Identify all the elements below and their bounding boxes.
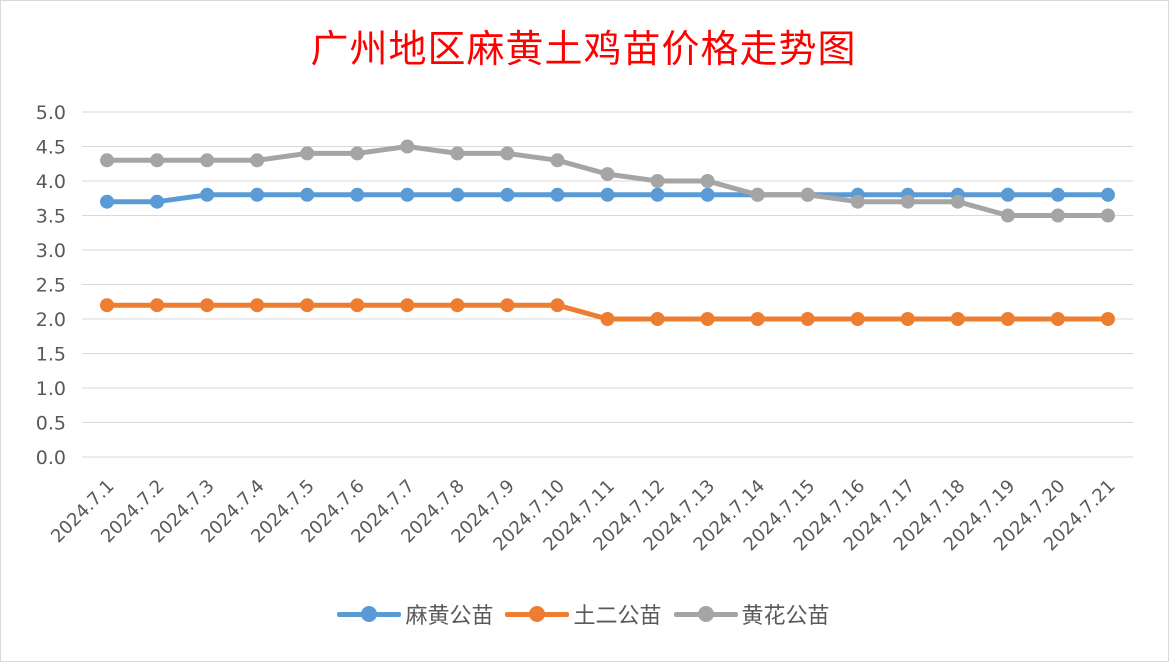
data-point (850, 312, 865, 326)
data-point (550, 298, 565, 313)
data-point (350, 298, 365, 313)
y-tick-label: 1.5 (36, 344, 66, 366)
legend-entry: 黄花公苗 (673, 598, 830, 630)
data-point (700, 312, 715, 326)
data-point (1100, 312, 1115, 326)
data-point (600, 167, 615, 182)
data-point (550, 153, 565, 168)
data-point (750, 312, 765, 326)
data-point (950, 194, 965, 209)
data-point (900, 312, 915, 326)
data-point (250, 187, 265, 202)
y-tick-label: 0.0 (36, 447, 66, 469)
data-point (350, 146, 365, 161)
data-point (250, 153, 265, 168)
y-tick-label: 3.5 (36, 206, 66, 228)
data-point (1000, 208, 1015, 223)
y-tick-label: 4.0 (36, 171, 66, 193)
data-point (700, 174, 715, 188)
legend-swatch (337, 604, 402, 624)
chart-title: 广州地区麻黄土鸡苗价格走势图 (310, 27, 857, 71)
data-point (650, 174, 665, 188)
data-point (650, 187, 665, 202)
y-tick-label: 5.0 (36, 102, 66, 124)
data-point (1000, 312, 1015, 326)
y-tick-label: 2.5 (36, 275, 66, 297)
data-point (100, 194, 115, 209)
y-tick-label: 4.5 (36, 137, 66, 159)
data-point (300, 187, 315, 202)
legend-label: 土二公苗 (573, 604, 662, 629)
chart-legend: 麻黄公苗 土二公苗 黄花公苗 (0, 598, 1167, 630)
data-point (100, 153, 115, 168)
data-point (400, 298, 415, 313)
data-point (550, 187, 565, 202)
data-point (1100, 208, 1115, 223)
data-point (500, 298, 515, 313)
data-point (450, 187, 465, 202)
data-point (400, 187, 415, 202)
data-point (650, 312, 665, 326)
data-point (450, 146, 465, 161)
y-tick-label: 0.5 (36, 413, 66, 435)
y-tick-label: 1.0 (36, 378, 66, 400)
data-point (450, 298, 465, 313)
data-point (150, 194, 165, 209)
data-point (1050, 208, 1065, 223)
data-point (300, 146, 315, 161)
data-point (100, 298, 115, 313)
data-point (600, 187, 615, 202)
legend-entry: 土二公苗 (505, 598, 662, 630)
data-point (900, 194, 915, 209)
data-point (800, 187, 815, 202)
data-point (600, 312, 615, 326)
data-point (250, 298, 265, 313)
data-point (1100, 187, 1115, 202)
legend-swatch (505, 604, 570, 624)
data-point (500, 146, 515, 161)
data-point (750, 187, 765, 202)
data-point (200, 153, 215, 168)
series-0 (100, 187, 1115, 209)
data-point (700, 187, 715, 202)
data-point (200, 298, 215, 313)
data-point (400, 139, 415, 154)
data-point (1050, 312, 1065, 326)
data-point (150, 298, 165, 313)
series-2 (100, 139, 1115, 223)
data-point (850, 194, 865, 209)
legend-swatch (673, 604, 738, 624)
series-1 (100, 298, 1115, 326)
data-point (800, 312, 815, 326)
y-tick-label: 2.0 (36, 309, 66, 331)
legend-entry: 麻黄公苗 (337, 598, 493, 630)
data-point (1000, 187, 1015, 202)
legend-label: 麻黄公苗 (405, 604, 494, 629)
data-point (200, 187, 215, 202)
data-point (300, 298, 315, 313)
y-tick-label: 3.0 (36, 240, 66, 262)
legend-label: 黄花公苗 (741, 604, 830, 629)
data-point (150, 153, 165, 168)
data-point (950, 312, 965, 326)
data-point (350, 187, 365, 202)
data-point (1050, 187, 1065, 202)
data-point (500, 187, 515, 202)
